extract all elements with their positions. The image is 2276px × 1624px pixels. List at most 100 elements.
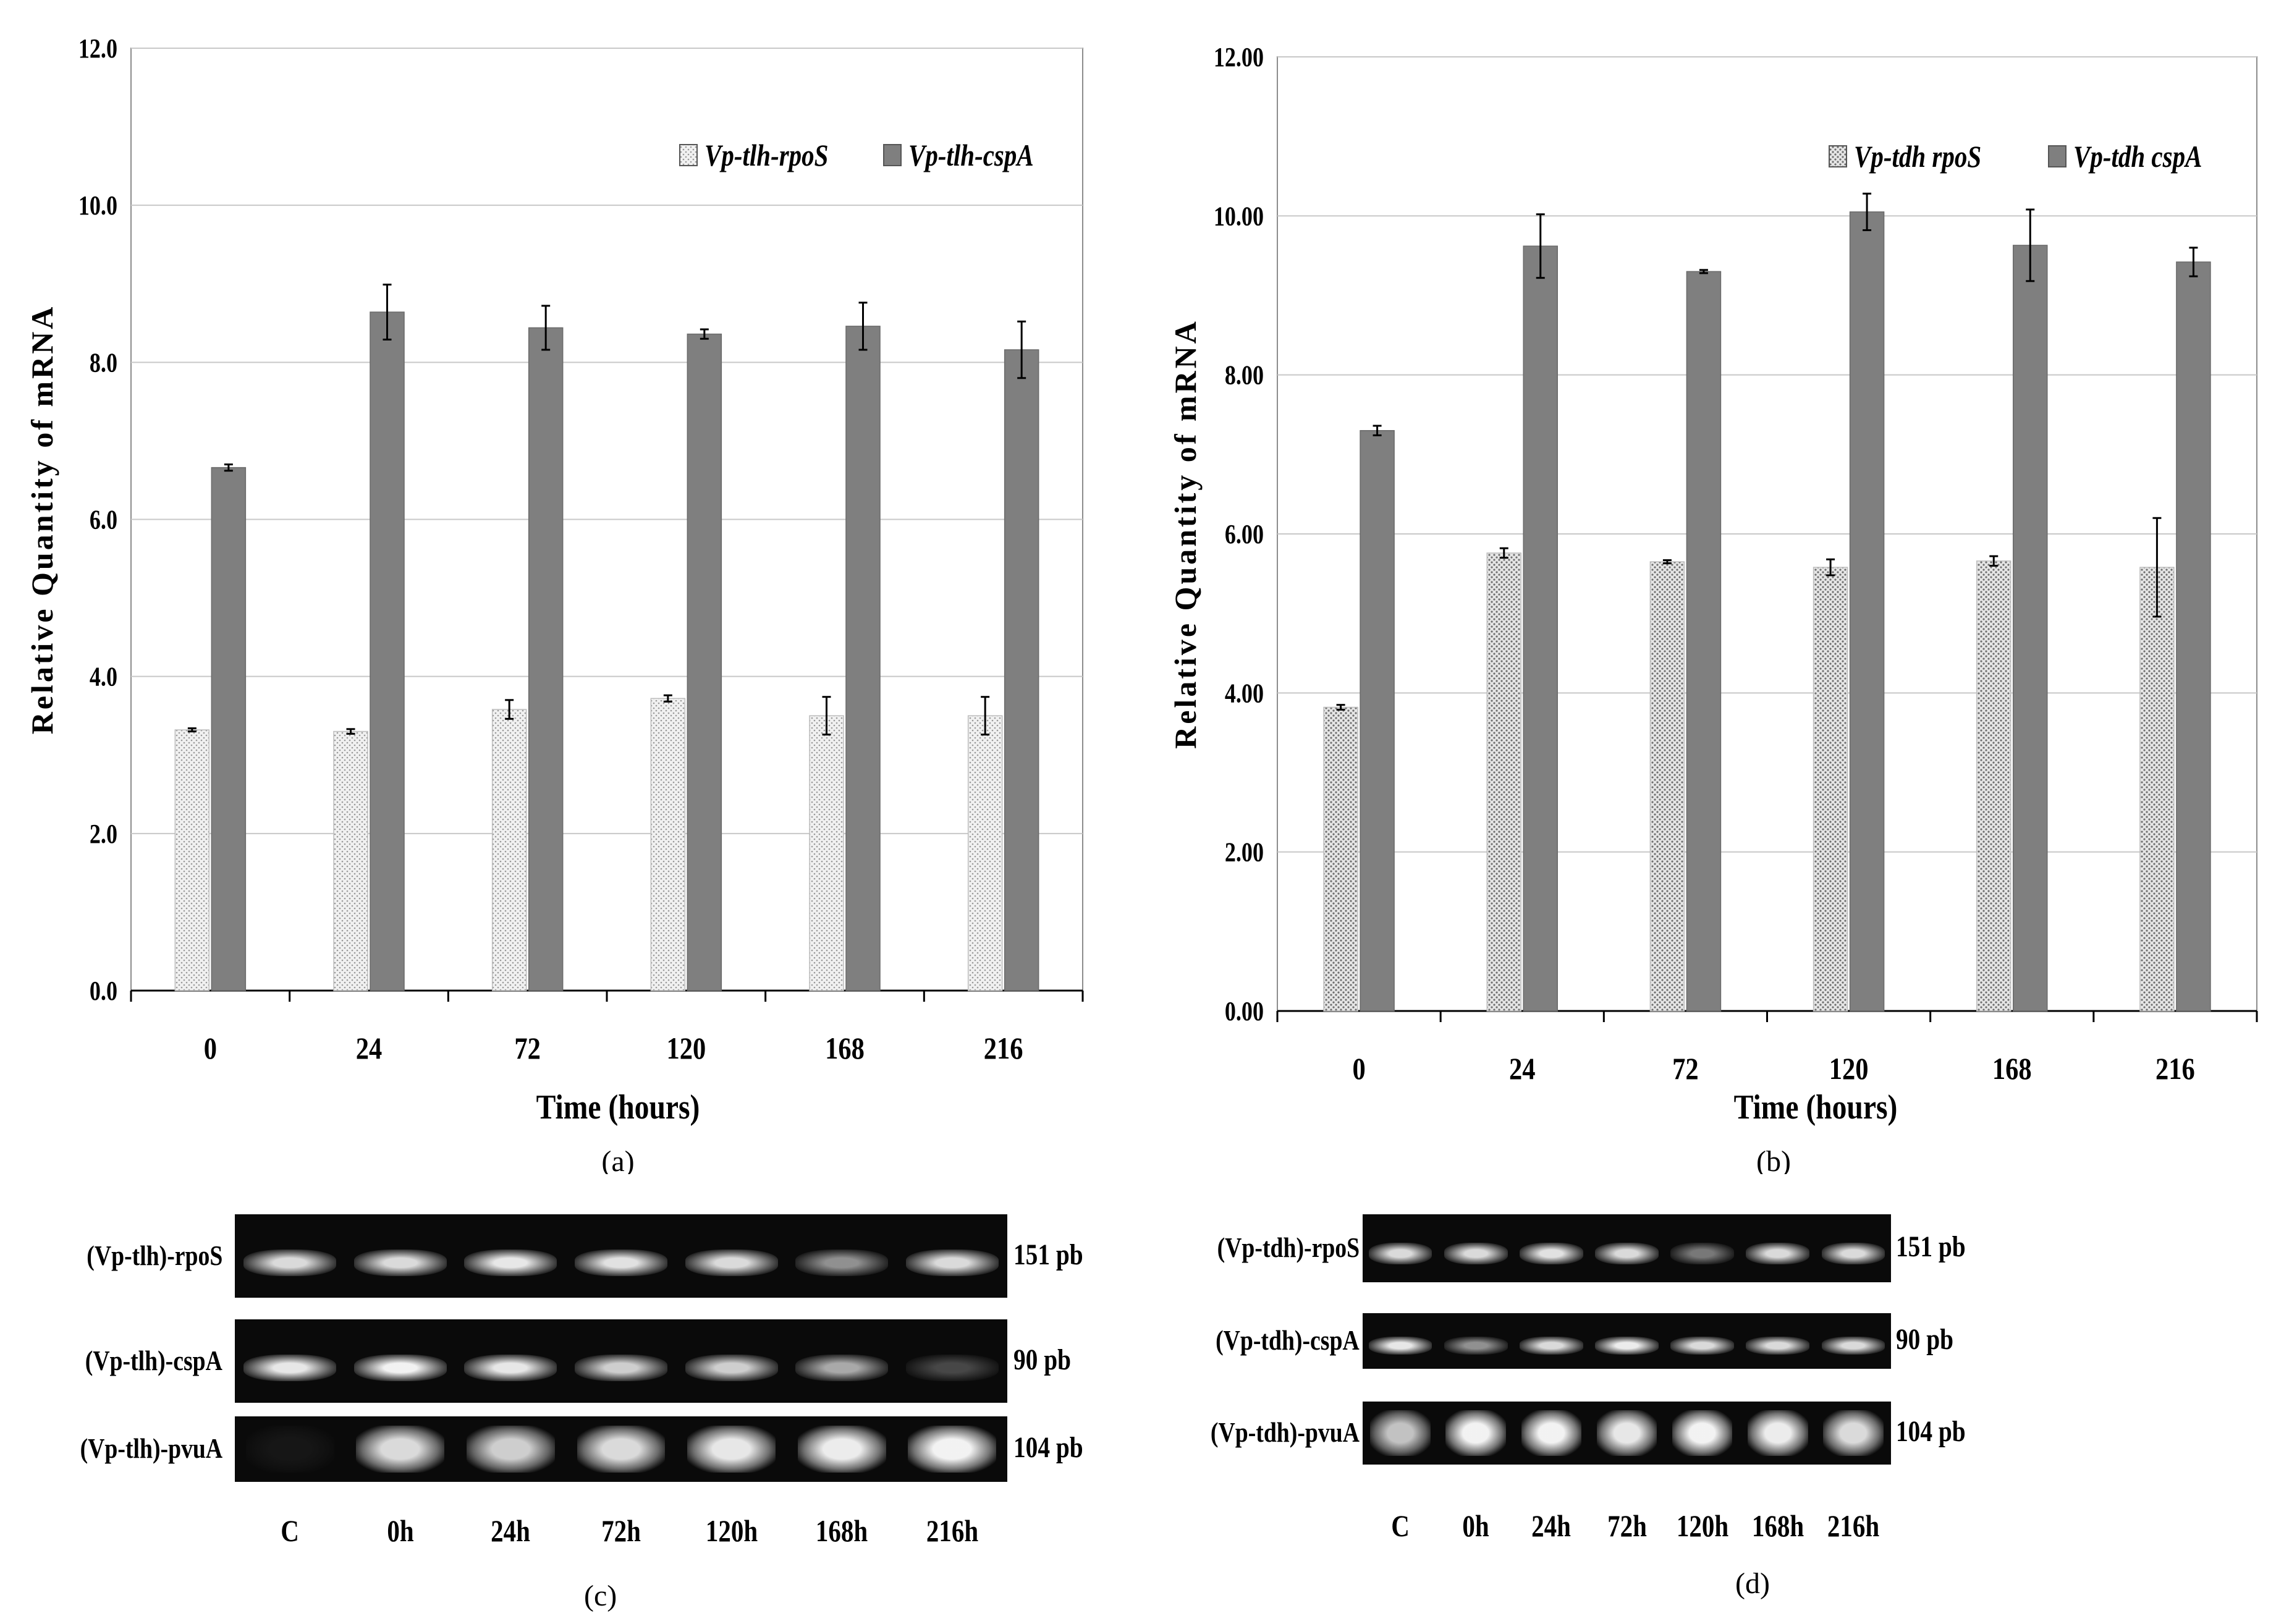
gel-band: [1747, 1410, 1808, 1456]
gel-band: [795, 1354, 889, 1381]
bar: [1360, 429, 1395, 1012]
gel-lane-label: 168h: [815, 1513, 868, 1548]
gel-lane-label: 120h: [1676, 1508, 1728, 1543]
gel-band: [905, 1249, 999, 1276]
gel-band: [243, 1249, 337, 1276]
gel-band: [1670, 1243, 1734, 1265]
x-tick-label: 168: [1992, 1052, 2032, 1086]
error-bar: [981, 696, 990, 736]
error-bar: [1699, 269, 1708, 274]
x-tick-label: 0: [1352, 1052, 1365, 1086]
y-tick-label: 8.0: [90, 347, 117, 378]
gel-lane-label: 216h: [926, 1513, 978, 1548]
gel-band-size: 90 pb: [1013, 1343, 1071, 1376]
gel-band: [1520, 1243, 1583, 1265]
error-bar: [1662, 559, 1672, 565]
gel-band: [1596, 1410, 1657, 1456]
legend-label: Vp-tdh rpoS: [1854, 139, 1981, 174]
x-tick-label: 72: [514, 1032, 540, 1066]
error-bar: [2026, 208, 2035, 282]
legend-label: Vp-tdh cspA: [2073, 139, 2202, 174]
gel-band: [464, 1249, 557, 1276]
gel-band: [245, 1425, 334, 1473]
bar: [1004, 349, 1039, 991]
y-tick-label: 6.0: [90, 504, 117, 535]
gel-row-label: (Vp-tlh)-rpoS: [86, 1239, 222, 1271]
legend-swatch: [883, 144, 902, 166]
figure-caption: (c): [584, 1580, 617, 1612]
bar: [1486, 552, 1521, 1012]
error-bar: [1499, 547, 1508, 559]
gel-row-label: (Vp-tdh)-rpoS: [1217, 1232, 1360, 1263]
y-tick-label: 4.00: [1225, 678, 1264, 708]
gel-lane-label: 72h: [601, 1513, 641, 1548]
bar: [2139, 567, 2175, 1012]
y-tick-label: 4.0: [90, 661, 117, 691]
gel-band: [1370, 1410, 1431, 1456]
legend: Vp-tlh-rpoS Vp-tlh-cspA: [679, 138, 1034, 172]
y-tick-label: 12.0: [78, 33, 117, 64]
error-bar: [383, 284, 392, 340]
gel-band: [356, 1425, 445, 1473]
gel-band: [905, 1354, 999, 1381]
gel-band: [1368, 1336, 1432, 1355]
gel-strip: [1363, 1402, 1891, 1465]
gel-band: [908, 1425, 997, 1473]
gel-band: [1746, 1243, 1810, 1265]
legend: Vp-tdh rpoS Vp-tdh cspA: [1829, 139, 2202, 174]
bar: [528, 327, 564, 991]
bar: [333, 730, 368, 991]
error-bar: [700, 328, 709, 340]
gel-band-size: 90 pb: [1896, 1323, 1953, 1356]
x-tick-label: 168: [825, 1032, 865, 1066]
gel-band: [575, 1249, 667, 1276]
y-tick-label: 0.00: [1225, 996, 1264, 1026]
error-bar: [663, 694, 672, 703]
gel-lane-label: 0h: [1462, 1508, 1489, 1543]
gel-band-size: 151 pb: [1013, 1238, 1083, 1271]
figure-caption: (a): [601, 1145, 634, 1174]
error-bar: [2189, 247, 2198, 277]
bar-chart-b: 0.00 2.00 4.00 6.00 8.00 10.00 12.00 0 24 72 120 16…: [1168, 42, 2258, 1174]
gel-band: [1821, 1243, 1885, 1265]
gel-lane-label: 0h: [387, 1513, 414, 1548]
x-tick-label: 24: [356, 1032, 382, 1066]
bar: [967, 715, 1003, 991]
gel-band: [464, 1354, 557, 1381]
figure-caption: (d): [1735, 1567, 1770, 1600]
x-tick-label: 72: [1672, 1052, 1698, 1086]
error-bar: [822, 696, 831, 736]
gel-lane-label: C: [1391, 1508, 1410, 1543]
x-tick-label: 216: [2155, 1052, 2195, 1086]
gel-band: [687, 1425, 776, 1473]
bar: [370, 311, 405, 991]
bar: [1323, 706, 1358, 1012]
y-tick-label: 6.00: [1225, 519, 1264, 549]
gel-band: [1746, 1336, 1810, 1355]
gel-lane-label: 216h: [1827, 1508, 1880, 1543]
y-tick-label: 8.00: [1225, 360, 1264, 390]
y-axis-title: Relative Quantity of mRNA: [1168, 319, 1203, 749]
bar: [1649, 561, 1685, 1012]
gel-band: [1823, 1410, 1884, 1456]
gel-row-label: (Vp-tlh)-cspA: [85, 1344, 222, 1376]
error-bar: [1017, 320, 1026, 379]
gel-lane-label: 24h: [1531, 1508, 1572, 1543]
gel-band-size: 104 pb: [1896, 1415, 1966, 1448]
gel-band: [243, 1354, 337, 1381]
y-tick-label: 12.00: [1214, 42, 1264, 72]
x-tick-label: 216: [984, 1032, 1023, 1066]
gel-row-label: (Vp-tdh)-pvuA: [1210, 1416, 1360, 1448]
gel-band: [1595, 1336, 1659, 1355]
gel-band: [795, 1249, 889, 1276]
gel-band: [577, 1425, 666, 1473]
bar: [174, 729, 210, 991]
error-bar: [1863, 192, 1872, 231]
x-axis-title: Time (hours): [536, 1089, 700, 1127]
error-bar: [1536, 213, 1545, 279]
y-axis-title: Relative Quantity of mRNA: [25, 305, 59, 735]
error-bar: [346, 728, 355, 735]
error-bar: [1826, 558, 1835, 577]
gel-band: [1670, 1336, 1734, 1355]
gel-band: [1521, 1410, 1582, 1456]
